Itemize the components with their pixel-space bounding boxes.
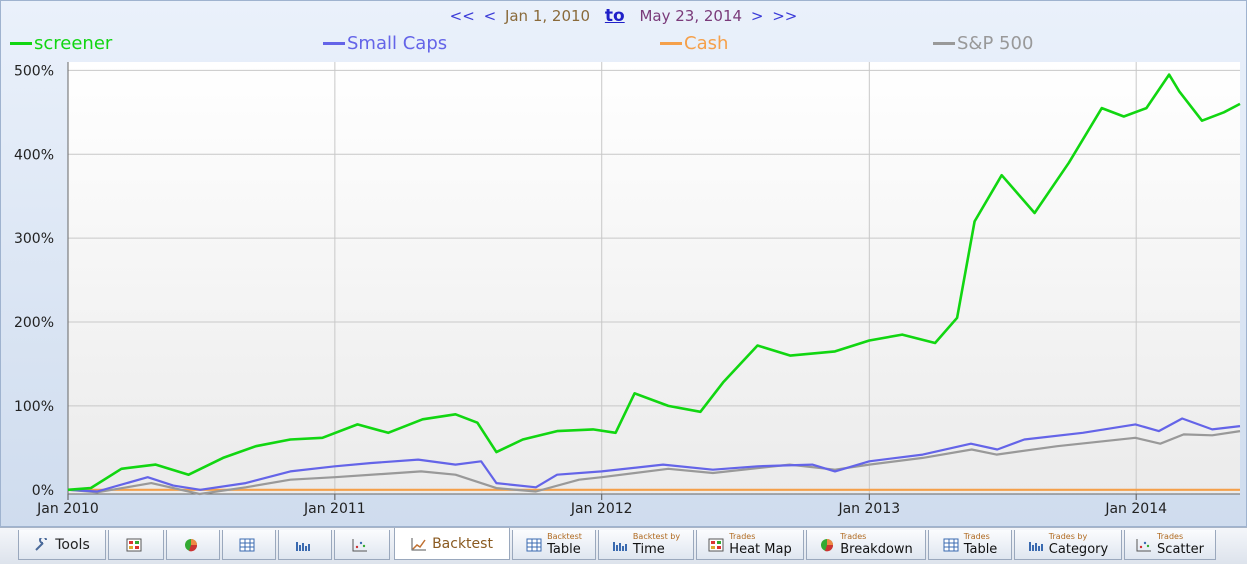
x-tick-label: Jan 2010 [36, 501, 99, 517]
tab-backtest-time[interactable]: Backtest by Time [598, 530, 694, 560]
legend-label-cash: Cash [684, 32, 729, 54]
pie-chart-icon [819, 538, 835, 552]
tab-icon-bar[interactable] [278, 530, 332, 560]
tab-breakdown-caption: Trades [840, 532, 867, 541]
tab-backtest-time-label: Time [632, 542, 665, 557]
tab-icon-scatter[interactable] [334, 530, 390, 560]
colored-grid-icon [708, 538, 724, 552]
legend-label-screener: screener [34, 32, 113, 54]
tab-heatmap-label: Heat Map [729, 542, 792, 557]
wrench-icon [34, 535, 50, 552]
x-tick-label: Jan 2014 [1104, 501, 1167, 517]
tab-scatter-label: Scatter [1157, 542, 1204, 557]
y-tick-label: 500% [14, 63, 54, 79]
table-icon [526, 538, 542, 552]
legend-swatch-screener [10, 41, 32, 45]
tab-tools-label: Tools [55, 536, 90, 553]
tab-scatter-caption: Trades [1157, 532, 1184, 541]
legend-screener[interactable]: screener [10, 32, 112, 54]
pie-chart-icon [183, 538, 199, 552]
x-tick-label: Jan 2012 [570, 501, 633, 517]
tab-trades-table[interactable]: Trades Table [928, 530, 1012, 560]
y-tick-label: 0% [32, 483, 54, 499]
tab-backtest-label: Backtest [432, 535, 493, 552]
tab-heatmap-caption: Trades [729, 532, 756, 541]
date-range-navigator: << < Jan 1, 2010 to May 23, 2014 > >> [0, 6, 1247, 28]
tab-category-label: Category [1048, 542, 1109, 557]
bar-chart-icon [612, 538, 628, 552]
tab-tools[interactable]: Tools [18, 530, 106, 560]
y-tick-label: 100% [14, 399, 54, 415]
colored-grid-icon [126, 538, 142, 552]
start-date[interactable]: Jan 1, 2010 [504, 7, 591, 25]
backtest-line-chart: 0% 100% 200% 300% 400% 500% Jan 2010 Jan 2011 Ja… [14, 62, 1241, 517]
tab-backtest-time-caption: Backtest by [632, 532, 681, 541]
next-far-link[interactable]: >> [772, 7, 798, 25]
tab-bar: Tools Backtest Backtest Table [0, 527, 1247, 564]
prev-link[interactable]: < [483, 7, 497, 25]
tab-trades-category[interactable]: Trades by Category [1014, 530, 1122, 560]
tab-trades-table-caption: Trades [963, 532, 990, 541]
series-line-s-p-500 [67, 430, 1241, 496]
tab-trades-heatmap[interactable]: Trades Heat Map [696, 530, 804, 560]
tab-icon-table[interactable] [222, 530, 276, 560]
line-chart-icon [411, 537, 427, 551]
table-icon [239, 538, 255, 552]
tab-backtest-table-caption: Backtest [547, 532, 582, 541]
legend-label-sp500: S&P 500 [957, 32, 1034, 54]
tab-icon-grid[interactable] [108, 530, 164, 560]
tab-breakdown-label: Breakdown [840, 542, 913, 557]
next-link[interactable]: > [750, 7, 764, 25]
y-tick-label: 400% [14, 147, 54, 163]
tab-backtest[interactable]: Backtest [394, 528, 510, 560]
x-tick-label: Jan 2011 [303, 501, 366, 517]
end-date[interactable]: May 23, 2014 [639, 7, 743, 25]
legend-small-caps[interactable]: Small Caps [323, 32, 447, 54]
bar-chart-icon [295, 538, 311, 552]
scatter-plot-icon [352, 538, 368, 552]
y-tick-label: 200% [14, 315, 54, 331]
tab-backtest-table[interactable]: Backtest Table [512, 530, 596, 560]
legend-swatch-sp500 [933, 41, 955, 45]
legend-sp500[interactable]: S&P 500 [933, 32, 1033, 54]
series-line-small-caps [67, 417, 1241, 493]
tab-trades-table-label: Table [963, 542, 998, 557]
scatter-plot-icon [1136, 538, 1152, 552]
tab-backtest-table-label: Table [547, 542, 581, 557]
y-tick-label: 300% [14, 231, 54, 247]
plot-area [68, 62, 1240, 494]
tab-icon-pie[interactable] [166, 530, 220, 560]
legend-swatch-cash [660, 41, 682, 45]
table-icon [943, 538, 959, 552]
series-line-screener [67, 73, 1241, 492]
bar-chart-icon [1028, 538, 1044, 552]
legend-label-small-caps: Small Caps [347, 32, 448, 54]
legend-swatch-small-caps [323, 41, 345, 45]
tab-trades-breakdown[interactable]: Trades Breakdown [806, 530, 926, 560]
x-tick-label: Jan 2013 [837, 501, 900, 517]
legend-cash[interactable]: Cash [660, 32, 728, 54]
tab-trades-scatter[interactable]: Trades Scatter [1124, 530, 1216, 560]
prev-far-link[interactable]: << [449, 7, 475, 25]
tab-category-caption: Trades by [1048, 532, 1088, 541]
to-link[interactable]: to [604, 6, 625, 26]
